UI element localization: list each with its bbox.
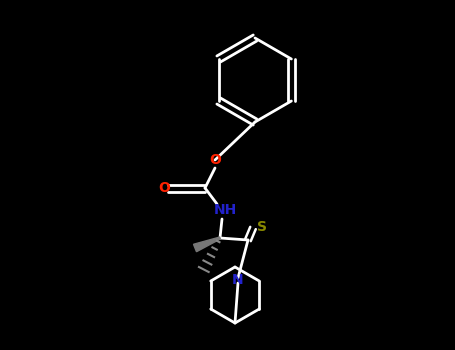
Polygon shape [193, 237, 220, 252]
Text: NH: NH [213, 203, 237, 217]
Text: O: O [209, 153, 221, 167]
Text: S: S [257, 220, 267, 234]
Text: N: N [232, 273, 244, 287]
Text: O: O [158, 181, 170, 195]
